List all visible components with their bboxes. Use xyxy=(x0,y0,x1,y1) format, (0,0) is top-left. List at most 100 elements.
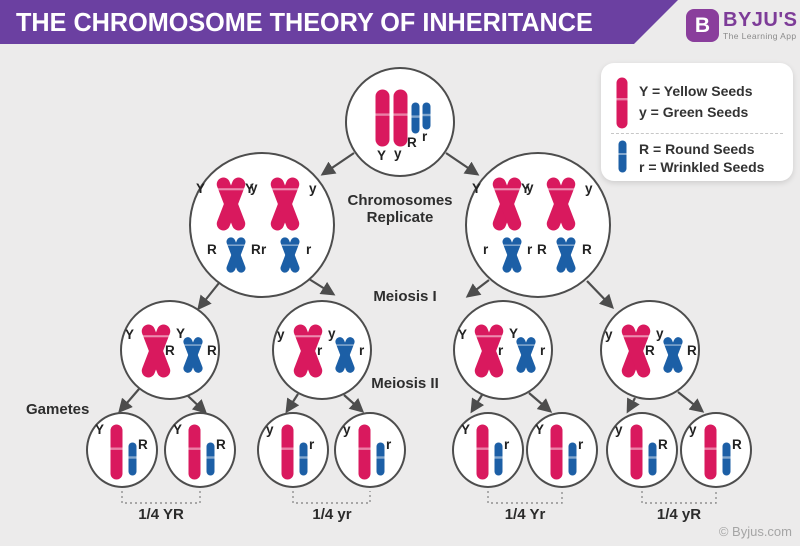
allele-label: r xyxy=(504,437,510,452)
byjus-logo-icon: B xyxy=(686,9,719,42)
legend-line: y = Green Seeds xyxy=(639,104,749,120)
stage-label-replicate-line2: Replicate xyxy=(366,209,434,226)
blue-rod-chromosome-icon xyxy=(648,442,657,476)
allele-label: y xyxy=(585,181,593,196)
allele-label: y xyxy=(277,327,285,342)
pink-x-chromosome-icon xyxy=(136,324,176,378)
pink-x-chromosome-icon xyxy=(288,324,328,378)
allele-label: r xyxy=(527,242,533,257)
pink-rod-chromosome-icon xyxy=(630,424,643,480)
allele-label: R xyxy=(407,135,417,150)
allele-label: y xyxy=(394,146,402,161)
allele-label: R xyxy=(251,242,261,257)
copyright-text: © Byjus.com xyxy=(718,524,792,539)
byjus-brand-text: BYJU'S xyxy=(723,9,798,31)
allele-label: y xyxy=(343,422,351,437)
allele-label: y xyxy=(615,422,623,437)
allele-label: R xyxy=(207,343,217,358)
pink-rod-chromosome-icon xyxy=(550,424,563,480)
pink-x-chromosome-icon xyxy=(211,177,251,231)
allele-label: y xyxy=(309,181,317,196)
blue-x-chromosome-icon xyxy=(332,337,358,373)
allele-label: R xyxy=(658,437,668,452)
blue-rod-chromosome-icon xyxy=(422,102,431,130)
allele-label: Y xyxy=(173,422,183,437)
pink-rod-chromosome-icon xyxy=(188,424,201,480)
allele-label: y xyxy=(605,327,613,342)
allele-label: Y xyxy=(521,181,531,196)
allele-label: Y xyxy=(458,327,468,342)
allele-label: R xyxy=(165,343,175,358)
allele-label: r xyxy=(359,343,365,358)
fraction-label-yr4: 1/4 yR xyxy=(656,506,702,523)
pink-x-chromosome-icon xyxy=(469,324,509,378)
pink-rod-chromosome-icon xyxy=(281,424,294,480)
legend-line: R = Round Seeds xyxy=(639,141,755,157)
allele-label: R xyxy=(537,242,547,257)
allele-label: r xyxy=(386,437,392,452)
pink-x-chromosome-icon xyxy=(487,177,527,231)
stage-label-meiosis1: Meiosis I xyxy=(373,288,437,305)
allele-label: r xyxy=(306,242,312,257)
allele-label: r xyxy=(483,242,489,257)
blue-x-chromosome-icon xyxy=(180,337,206,373)
legend-line: Y = Yellow Seeds xyxy=(639,83,753,99)
blue-x-chromosome-icon xyxy=(513,337,539,373)
allele-label: R xyxy=(207,242,217,257)
allele-label: r xyxy=(422,129,428,144)
pink-rod-chromosome-icon xyxy=(704,424,717,480)
allele-label: R xyxy=(687,343,697,358)
allele-label: r xyxy=(317,343,323,358)
pink-rod-chromosome-icon xyxy=(476,424,489,480)
stage-label-meiosis2: Meiosis II xyxy=(371,375,439,392)
allele-label: r xyxy=(540,343,546,358)
allele-label: Y xyxy=(95,422,105,437)
allele-label: y xyxy=(250,180,258,195)
blue-x-chromosome-icon xyxy=(660,337,686,373)
blue-rod-chromosome-icon xyxy=(494,442,503,476)
blue-rod-chromosome-icon xyxy=(376,442,385,476)
allele-label: Y xyxy=(472,181,482,196)
allele-label: Y xyxy=(535,422,545,437)
pink-x-chromosome-icon xyxy=(616,324,656,378)
allele-label: y xyxy=(656,326,664,341)
allele-label: r xyxy=(578,437,584,452)
blue-rod-chromosome-icon xyxy=(568,442,577,476)
legend-divider xyxy=(611,133,783,134)
blue-rod-chromosome-icon xyxy=(411,102,420,134)
fraction-label-yr2: 1/4 yr xyxy=(312,506,352,523)
blue-x-chromosome-icon xyxy=(553,237,579,273)
page-title: THE CHROMOSOME THEORY OF INHERITANCE xyxy=(16,6,593,37)
allele-label: R xyxy=(645,343,655,358)
allele-label: y xyxy=(689,422,697,437)
allele-label: Y xyxy=(461,422,471,437)
blue-rod-chromosome-icon xyxy=(722,442,731,476)
allele-label: y xyxy=(328,326,336,341)
byjus-logo-text: BYJU'S The Learning App xyxy=(723,9,797,41)
allele-label: r xyxy=(309,437,315,452)
blue-chromosome-icon xyxy=(618,140,627,173)
allele-label: y xyxy=(266,422,274,437)
pink-x-chromosome-icon xyxy=(265,177,305,231)
allele-label: Y xyxy=(377,148,387,163)
blue-x-chromosome-icon xyxy=(277,237,303,273)
stage-label-gametes: Gametes xyxy=(26,401,90,418)
pink-rod-chromosome-icon xyxy=(393,89,408,147)
allele-label: Y xyxy=(125,327,135,342)
allele-label: Y xyxy=(245,181,255,196)
allele-label: Y xyxy=(176,326,186,341)
byjus-tagline: The Learning App xyxy=(723,31,797,41)
blue-rod-chromosome-icon xyxy=(206,442,215,476)
